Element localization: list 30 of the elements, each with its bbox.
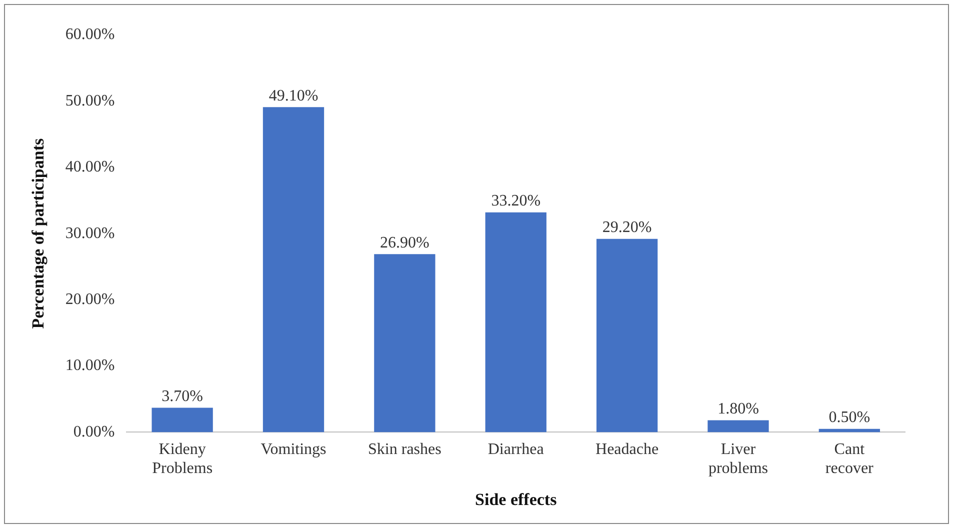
bar: [485, 212, 546, 432]
data-label: 49.10%: [268, 87, 318, 104]
bar: [708, 420, 769, 432]
x-tick-label: Cant recover: [825, 441, 874, 478]
y-tick-label: 10.00%: [65, 357, 115, 374]
y-tick-label: 30.00%: [65, 224, 115, 242]
x-tick-label: Headache: [596, 441, 659, 458]
y-tick-label: 50.00%: [65, 92, 115, 110]
data-label: 3.70%: [162, 388, 203, 405]
y-axis-title: Percentage of participants: [28, 138, 48, 329]
data-label: 26.90%: [380, 234, 430, 252]
bar: [818, 428, 880, 432]
bar: [596, 238, 658, 432]
bar: [152, 408, 213, 432]
y-tick-label: 40.00%: [65, 158, 115, 176]
y-tick-label: 0.00%: [73, 423, 115, 440]
x-tick-label: Diarrhea: [488, 441, 544, 458]
bar: [374, 254, 436, 432]
data-label: 0.50%: [828, 409, 870, 426]
x-tick-label: Kideny Problems: [152, 441, 213, 478]
x-tick-label: Liver problems: [708, 441, 768, 478]
x-tick-label: Vomitings: [260, 441, 326, 458]
bar: [262, 107, 324, 432]
x-axis-title: Side effects: [475, 490, 558, 510]
x-tick-label: Skin rashes: [368, 441, 442, 458]
y-tick-label: 60.00%: [65, 26, 115, 44]
data-label: 33.20%: [491, 192, 541, 210]
data-label: 1.80%: [718, 400, 759, 418]
data-label: 29.20%: [602, 219, 652, 236]
y-tick-label: 20.00%: [65, 291, 115, 308]
